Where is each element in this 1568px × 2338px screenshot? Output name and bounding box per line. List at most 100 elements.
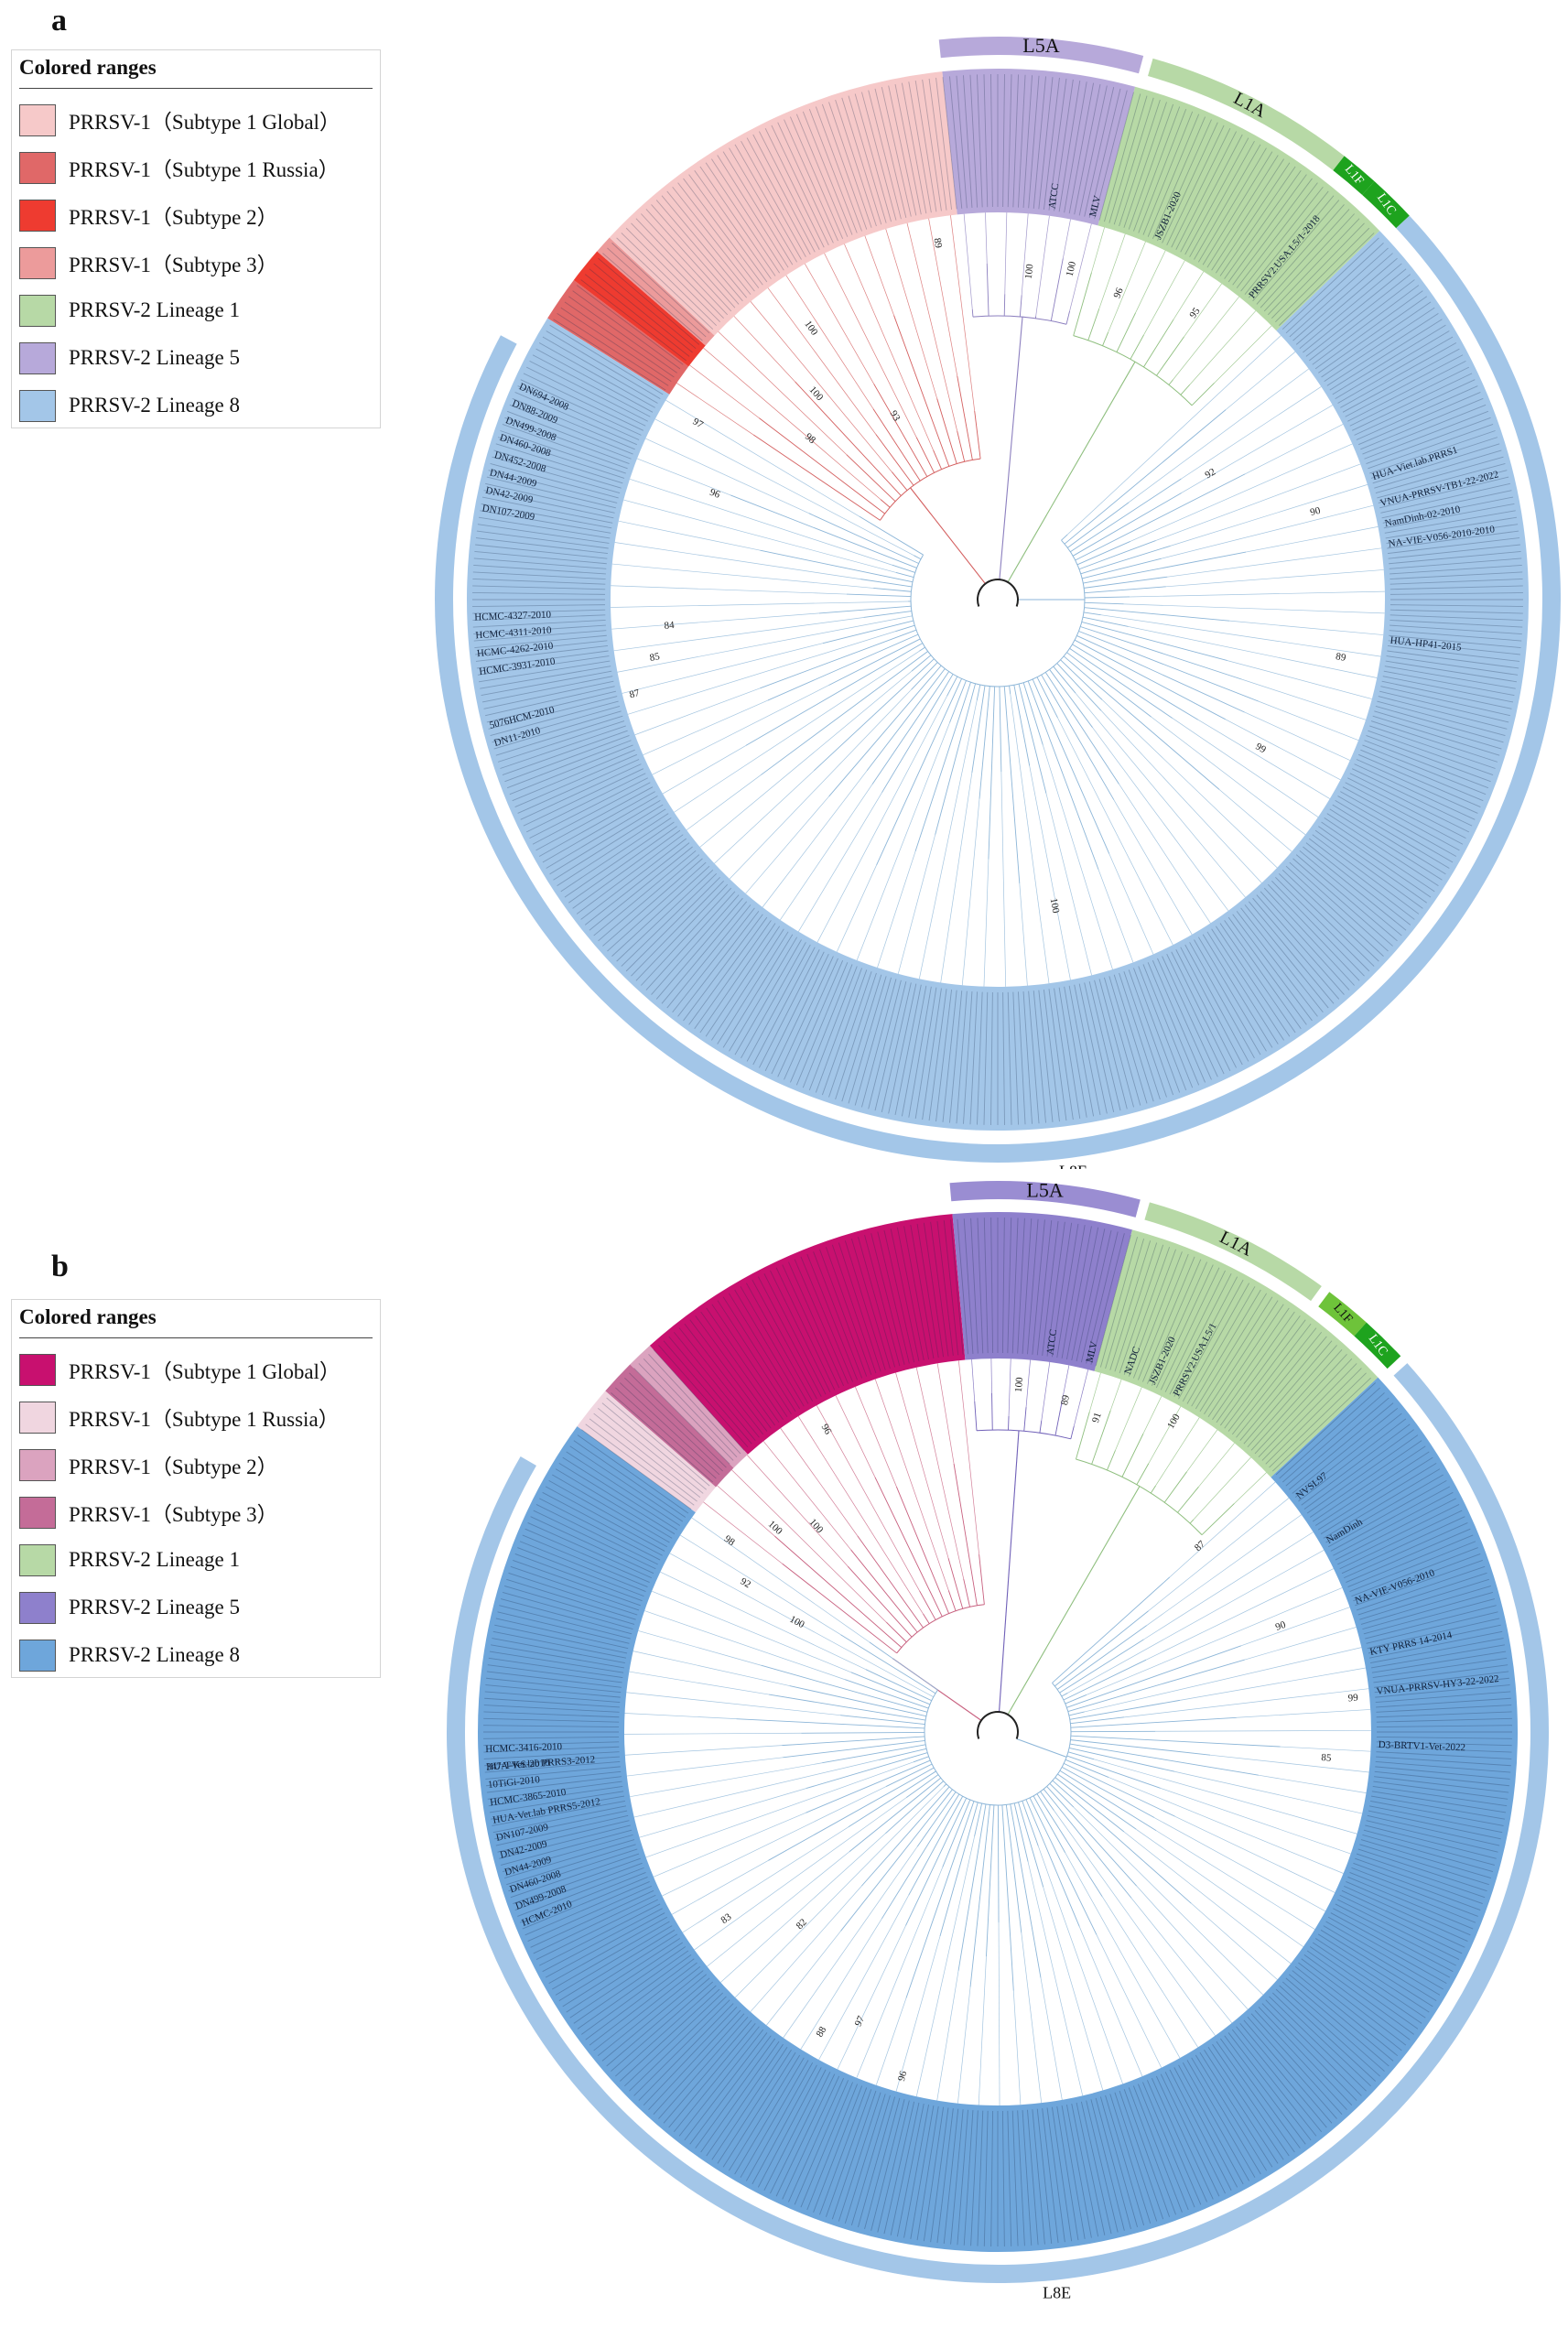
bootstrap-value: 96: [708, 487, 722, 501]
bootstrap-value: 96: [819, 1423, 834, 1437]
clade-label: L8E: [1059, 1163, 1087, 1169]
legend-swatch: [19, 246, 56, 279]
legend-swatch: [19, 341, 56, 374]
clade-arc: [949, 1181, 1141, 1218]
panel-b: L5A L1A L1F L1C L8E 100 100 98 92 100 96 100 89 91 100…: [0, 1169, 1568, 2338]
legend-label: PRRSV-1（Subtype 1 Russia）: [69, 158, 340, 181]
bootstrap-value: 89: [1335, 651, 1346, 664]
bootstrap-value: 100: [766, 1519, 785, 1537]
legend-item: PRRSV-1（Subtype 1 Global）: [19, 1351, 341, 1388]
taxon-label: MLV: [1087, 194, 1103, 218]
bootstrap-value: 100: [802, 319, 820, 338]
legend-divider: [19, 1337, 373, 1338]
colored-range: [952, 1212, 1133, 1371]
panel-letter: b: [51, 1250, 69, 1283]
legend-item: PRRSV-1（Subtype 3）: [19, 244, 278, 281]
legend-label: PRRSV-2 Lineage 8: [69, 1643, 240, 1666]
taxon-label: MLV: [1084, 1340, 1099, 1364]
colored-range: [609, 71, 957, 336]
taxon-label: HCMC-3416-2010: [485, 1741, 563, 1755]
colored-range: [649, 1214, 966, 1455]
bootstrap-value: 85: [1321, 1752, 1333, 1764]
bootstrap-value: 99: [1254, 741, 1269, 755]
colored-range: [466, 231, 1530, 1131]
bootstrap-value: 98: [722, 1533, 737, 1548]
bootstrap-value: 96: [896, 2070, 910, 2083]
clade-arc: [1354, 1322, 1401, 1369]
legend-item: PRRSV-1（Subtype 1 Global）: [19, 102, 341, 138]
bootstrap-value: 100: [1165, 1412, 1183, 1431]
legend-title: Colored ranges: [19, 56, 157, 79]
legend-swatch: [19, 1401, 56, 1434]
taxon-label: HCMC-4311-2010: [475, 625, 552, 642]
legend-swatch: [19, 1353, 56, 1386]
legend-swatch: [19, 199, 56, 232]
taxon-label: D3-BRTV1-Vet-2022: [1379, 1739, 1466, 1753]
bootstrap-value: 84: [664, 620, 676, 632]
bootstrap-value: 91: [1090, 1412, 1104, 1424]
clade-arc: [1144, 1202, 1322, 1302]
clade-arc: [1362, 180, 1410, 229]
legend-label: PRRSV-2 Lineage 1: [69, 1548, 240, 1571]
taxon-label: ATCC: [1047, 182, 1062, 210]
bootstrap-value: 89: [931, 237, 944, 249]
taxon-label: ATCC: [1044, 1328, 1059, 1356]
bootstrap-value: 82: [795, 1917, 809, 1932]
colored-range: [1098, 86, 1380, 331]
panel-a: L5AL1AL1FL1CL8E1001009897939689100100969…: [11, 4, 1561, 1169]
bootstrap-value: 87: [1193, 1539, 1208, 1554]
bootstrap-value: 83: [719, 1911, 733, 1926]
legend-item: PRRSV-1（Subtype 2）: [19, 197, 278, 233]
leaf-labels-texture: [483, 1218, 1512, 2246]
panel-letter: a: [51, 4, 67, 38]
bootstrap-value: 99: [1347, 1693, 1359, 1705]
legend-swatch: [19, 294, 56, 327]
tree-branches: [611, 212, 1385, 987]
colored-range: [942, 69, 1136, 226]
legend-label: PRRSV-2 Lineage 1: [69, 298, 240, 321]
legend: Colored ranges PRRSV-1（Subtype 1 Global）…: [11, 49, 381, 428]
bootstrap-value: 88: [814, 2024, 828, 2039]
bootstrap-value: 100: [807, 1517, 826, 1536]
legend-swatch: [19, 1591, 56, 1624]
colored-range: [1094, 1229, 1379, 1477]
legend-label: PRRSV-2 Lineage 5: [69, 346, 240, 369]
legend-item: PRRSV-2 Lineage 1: [19, 1542, 240, 1578]
colored-range: [630, 1345, 748, 1468]
clade-arc: [1333, 156, 1375, 195]
phylogenetic-tree: L5AL1AL1FL1CL8E1001009897939689100100969…: [434, 34, 1561, 1169]
colored-range: [605, 1364, 734, 1488]
legend-swatch: [19, 151, 56, 184]
legend-label: PRRSV-1（Subtype 2）: [69, 1456, 278, 1478]
legend-swatch: [19, 1639, 56, 1672]
bootstrap-value: 100: [788, 1614, 807, 1631]
bootstrap-value: 100: [1065, 260, 1079, 277]
tree-branches: [624, 1358, 1371, 2105]
legend-item: PRRSV-2 Lineage 1: [19, 292, 240, 329]
legend-label: PRRSV-1（Subtype 3）: [69, 1503, 278, 1526]
legend-title: Colored ranges: [19, 1305, 157, 1328]
legend-item: PRRSV-2 Lineage 8: [19, 1637, 240, 1673]
bootstrap-value: 96: [1111, 286, 1125, 299]
bootstrap-value: 95: [1187, 306, 1202, 320]
bootstrap-value: 97: [853, 2014, 868, 2028]
bootstrap-value: 100: [807, 384, 826, 404]
legend-swatch: [19, 1496, 56, 1529]
colored-range: [597, 237, 715, 346]
legend-label: PRRSV-2 Lineage 8: [69, 394, 240, 417]
legend-swatch: [19, 1543, 56, 1576]
legend-label: PRRSV-2 Lineage 5: [69, 1596, 240, 1618]
taxon-label: 347-T-KS-2010: [486, 1758, 550, 1773]
legend-label: PRRSV-1（Subtype 1 Global）: [69, 1360, 341, 1383]
legend: Colored ranges PRRSV-1（Subtype 1 Global）…: [11, 1299, 381, 1678]
clade-arc: [1148, 58, 1345, 171]
legend-item: PRRSV-2 Lineage 5: [19, 340, 240, 376]
legend-label: PRRSV-1（Subtype 3）: [69, 254, 278, 276]
legend-item: PRRSV-1（Subtype 2）: [19, 1446, 278, 1483]
legend-divider: [19, 88, 373, 89]
root-arc: [977, 1710, 1019, 1739]
colored-range: [547, 279, 689, 395]
legend-label: PRRSV-1（Subtype 1 Global）: [69, 111, 341, 134]
legend-swatch: [19, 389, 56, 422]
